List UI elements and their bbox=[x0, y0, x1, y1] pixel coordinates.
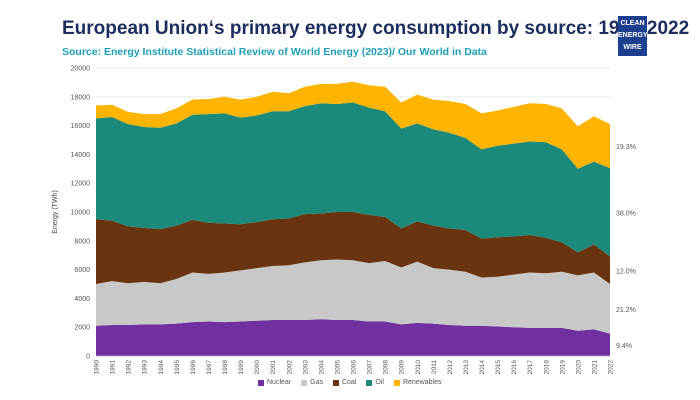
x-tick-label: 2002 bbox=[286, 360, 293, 375]
x-tick-label: 1998 bbox=[222, 360, 229, 375]
y-tick-label: 4000 bbox=[74, 296, 90, 303]
chart-title: European Union‘s primary energy consumpt… bbox=[62, 18, 690, 39]
y-tick-label: 6000 bbox=[74, 267, 90, 274]
legend-swatch bbox=[366, 379, 373, 386]
y-tick-label: 20000 bbox=[71, 66, 91, 73]
x-tick-label: 2004 bbox=[318, 360, 325, 375]
x-tick-label: 2019 bbox=[559, 360, 566, 375]
logo-line-2: ENERGY bbox=[618, 32, 648, 39]
share-label-renewables: 19.3% bbox=[616, 144, 636, 151]
x-tick-label: 2005 bbox=[334, 360, 341, 375]
x-tick-label: 2008 bbox=[383, 360, 390, 375]
x-tick-label: 1990 bbox=[94, 360, 101, 375]
x-tick-label: 1997 bbox=[206, 360, 213, 375]
share-label-gas: 21.2% bbox=[616, 307, 636, 314]
x-tick-label: 2007 bbox=[367, 360, 374, 375]
area-nuclear bbox=[96, 319, 610, 356]
x-tick-label: 1996 bbox=[190, 360, 197, 375]
legend-item-oil: Oil bbox=[366, 379, 384, 386]
x-tick-label: 2000 bbox=[254, 360, 261, 375]
legend-label: Nuclear bbox=[267, 379, 292, 386]
x-tick-label: 1994 bbox=[158, 360, 165, 375]
share-label-nuclear: 9.4% bbox=[616, 343, 632, 350]
logo-line-1: CLEAN bbox=[620, 20, 645, 27]
area-oil bbox=[96, 102, 610, 257]
x-tick-label: 2014 bbox=[479, 360, 486, 375]
x-tick-label: 1992 bbox=[126, 360, 133, 375]
x-tick-label: 2020 bbox=[575, 360, 582, 375]
x-tick-label: 2021 bbox=[591, 360, 598, 375]
y-tick-label: 14000 bbox=[71, 152, 91, 159]
x-tick-label: 2011 bbox=[431, 360, 438, 374]
legend-label: Coal bbox=[341, 379, 357, 386]
legend-label: Renewables bbox=[402, 379, 442, 386]
x-tick-label: 2001 bbox=[270, 360, 277, 375]
legend-swatch bbox=[301, 379, 308, 386]
x-tick-label: 1991 bbox=[110, 360, 117, 375]
x-tick-label: 2003 bbox=[302, 360, 309, 375]
legend-item-nuclear: Nuclear bbox=[258, 379, 291, 386]
x-tick-label: 2018 bbox=[543, 360, 550, 375]
y-axis-title: Energy (TWh) bbox=[52, 190, 59, 234]
legend-label: Gas bbox=[310, 379, 323, 386]
y-tick-label: 8000 bbox=[74, 238, 90, 245]
x-tick-label: 2022 bbox=[608, 360, 615, 375]
x-tick-label: 1995 bbox=[174, 360, 181, 375]
chart-subtitle: Source: Energy Institute Statistical Rev… bbox=[62, 46, 487, 58]
x-tick-label: 1993 bbox=[142, 360, 149, 375]
legend-swatch bbox=[332, 379, 339, 386]
logo-line-3: WIRE bbox=[623, 44, 642, 51]
area-renewables bbox=[96, 81, 610, 169]
area-coal bbox=[96, 212, 610, 284]
legend-item-gas: Gas bbox=[301, 379, 323, 386]
legend-swatch bbox=[393, 379, 400, 386]
x-tick-label: 2013 bbox=[463, 360, 470, 375]
legend-item-coal: Coal bbox=[332, 379, 357, 386]
clean-energy-wire-logo: CLEAN ENERGY WIRE bbox=[618, 16, 648, 56]
legend-swatch bbox=[258, 379, 264, 386]
x-tick-label: 2006 bbox=[351, 360, 358, 375]
y-tick-label: 0 bbox=[86, 354, 90, 361]
x-tick-label: 2015 bbox=[495, 360, 502, 375]
y-tick-label: 2000 bbox=[74, 325, 90, 332]
x-tick-label: 2009 bbox=[399, 360, 406, 375]
x-tick-label: 2012 bbox=[447, 360, 454, 375]
share-label-coal: 12.0% bbox=[616, 268, 636, 275]
y-tick-label: 10000 bbox=[71, 210, 91, 217]
y-tick-label: 18000 bbox=[71, 94, 91, 101]
share-label-oil: 38.0% bbox=[616, 210, 636, 217]
legend-item-renewables: Renewables bbox=[393, 379, 442, 386]
x-tick-label: 1999 bbox=[238, 360, 245, 375]
legend-label: Oil bbox=[375, 379, 384, 386]
x-tick-label: 2017 bbox=[527, 360, 534, 375]
area-gas bbox=[96, 259, 610, 334]
x-tick-label: 2016 bbox=[511, 360, 518, 375]
y-tick-label: 16000 bbox=[71, 123, 91, 130]
x-tick-label: 2010 bbox=[415, 360, 422, 375]
y-tick-label: 12000 bbox=[71, 181, 91, 188]
chart-legend: Nuclear Gas Coal Oil Renewables bbox=[258, 379, 441, 386]
